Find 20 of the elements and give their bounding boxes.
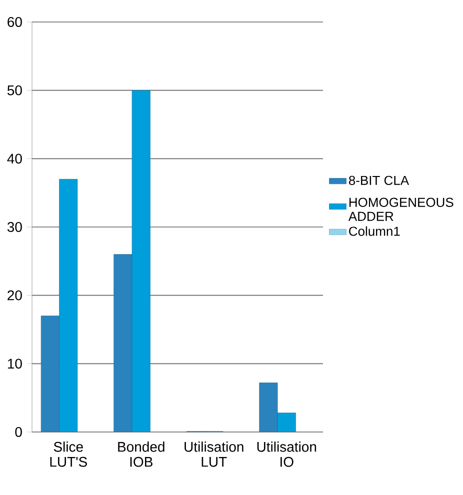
bar bbox=[132, 90, 150, 432]
bar bbox=[114, 254, 132, 432]
y-tick-label: 60 bbox=[8, 17, 22, 27]
x-tick-label: Bonded IOB bbox=[118, 442, 164, 467]
bar bbox=[277, 412, 296, 432]
x-tick-label: Utilisation IO bbox=[257, 442, 316, 467]
bar bbox=[259, 382, 278, 432]
bar bbox=[40, 316, 60, 432]
legend-label: Column1 bbox=[349, 226, 400, 236]
x-tick-label: Slice LUT'S bbox=[50, 442, 87, 467]
y-tick-label: 40 bbox=[7, 154, 22, 164]
y-tick-label: 30 bbox=[7, 222, 22, 232]
legend-label: 8-BIT CLA bbox=[348, 176, 410, 186]
legend-label: HOMOGENEOUS ADDER bbox=[348, 198, 454, 221]
y-tick-label: 50 bbox=[7, 85, 22, 96]
y-tick-label: 20 bbox=[8, 290, 22, 300]
y-tick-label: 0 bbox=[15, 427, 22, 437]
bar bbox=[59, 179, 78, 432]
x-tick-label: Utilisation LUT bbox=[184, 442, 244, 467]
y-tick-label: 10 bbox=[8, 358, 22, 369]
